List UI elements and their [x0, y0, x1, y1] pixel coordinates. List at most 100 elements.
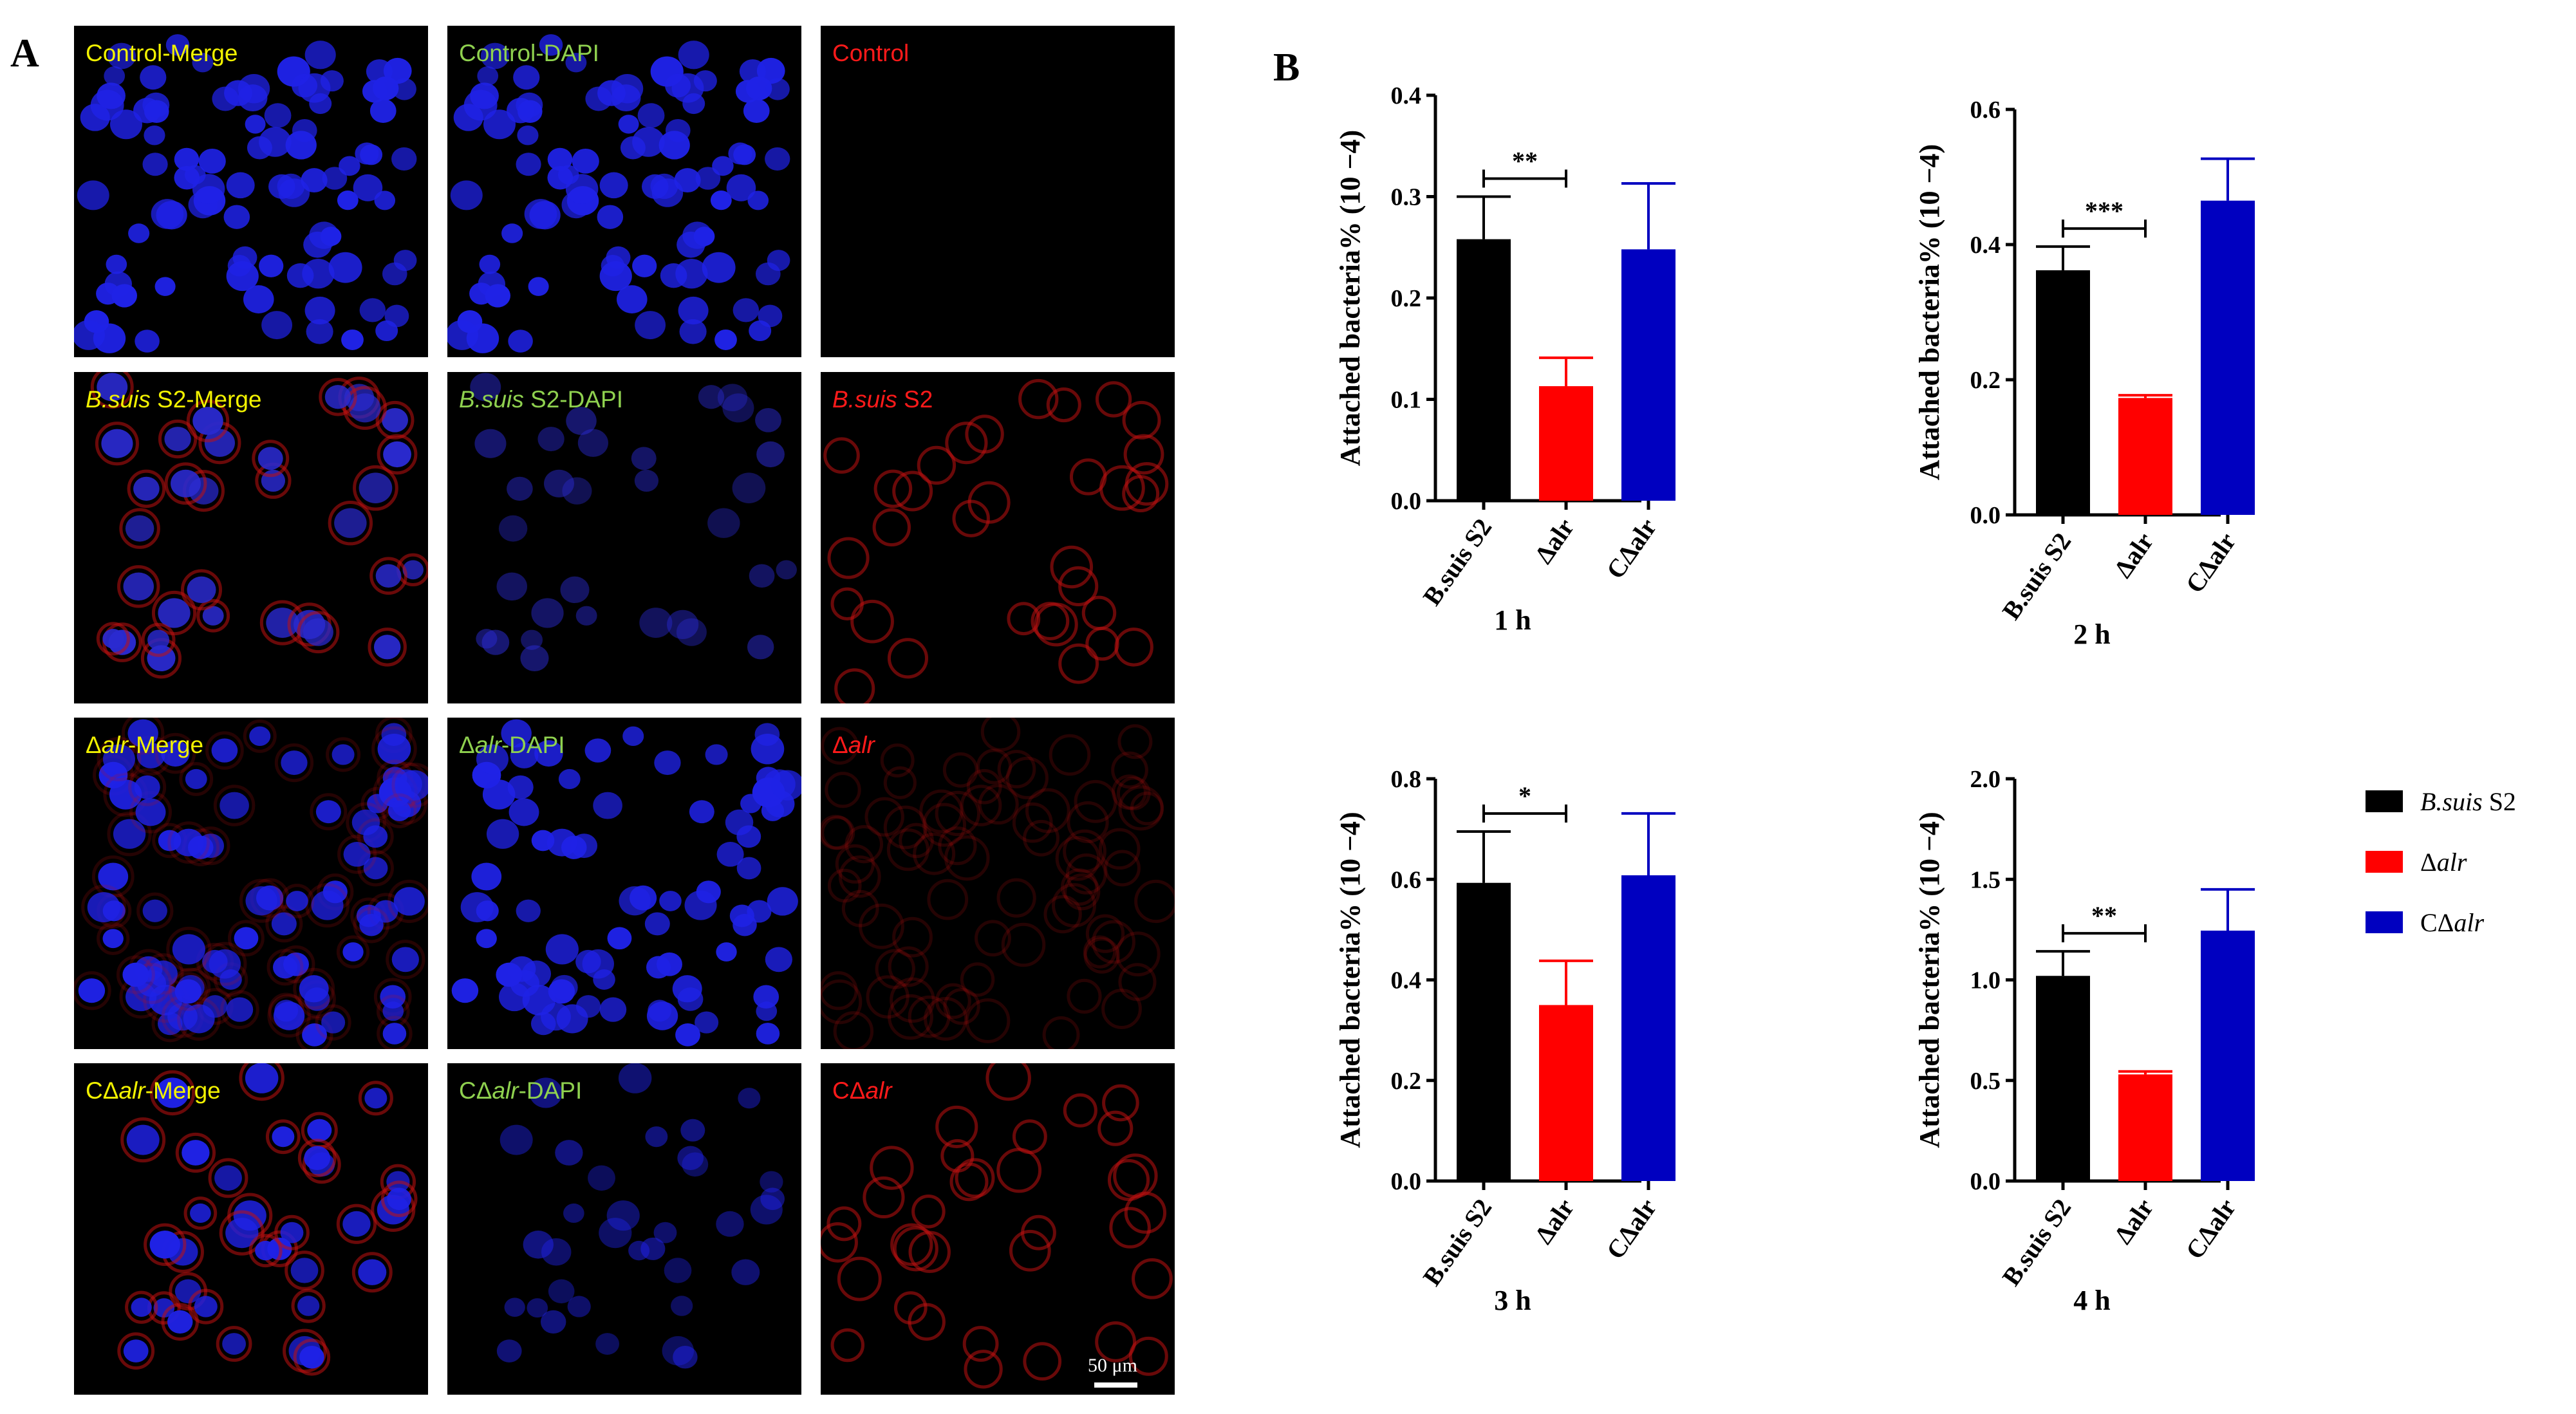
bar-2 [2201, 930, 2255, 1181]
bacteria-signal [965, 998, 1011, 1043]
nucleus [516, 92, 543, 118]
nucleus [142, 92, 170, 118]
bacteria-signal [892, 470, 933, 512]
nucleus [664, 1258, 692, 1283]
nucleus [380, 985, 406, 1009]
nucleus [593, 792, 622, 819]
y-axis-label: Attached bacteria% (10 −4) [1334, 130, 1366, 466]
nucleus [460, 892, 494, 923]
bacteria-signal [908, 995, 951, 1038]
nucleus [202, 606, 224, 626]
nucleus [331, 744, 355, 765]
bar-0 [1457, 882, 1511, 1181]
label-text: S2-Merge [150, 386, 262, 413]
bacteria-signal [944, 835, 990, 881]
nucleus [588, 1165, 615, 1191]
nucleus [341, 329, 364, 350]
legend-swatch-0 [2366, 790, 2403, 812]
bacteria-signal [239, 879, 284, 923]
nucleus [675, 1023, 700, 1047]
bacteria-signal [274, 743, 314, 783]
nucleus [74, 320, 105, 350]
nucleus [760, 1171, 783, 1193]
nucleus [238, 84, 268, 112]
bacteria-signal [74, 971, 111, 1010]
nucleus [671, 1296, 693, 1316]
bacteria-signal [1063, 1093, 1097, 1128]
bacteria-signal [980, 718, 1021, 752]
label-italic: B.suis [86, 386, 151, 413]
nucleus [765, 78, 790, 100]
bacteria-signal [821, 971, 858, 1010]
bacteria-signal [960, 785, 1002, 826]
bacteria-signal [996, 878, 1036, 918]
bacteria-signal [1118, 785, 1164, 831]
nucleus [546, 828, 577, 857]
label-text: CΔ [2420, 908, 2454, 937]
bacteria-signal [213, 785, 256, 826]
nucleus [496, 572, 527, 601]
nucleus [391, 147, 417, 171]
bacteria-signal [1098, 828, 1141, 870]
bacteria-signal [166, 926, 212, 972]
nucleus [673, 1345, 698, 1369]
bacteria-signal [1046, 387, 1081, 423]
bar-1 [2118, 1074, 2172, 1181]
y-axis-label: Attached bacteria% (10 −4) [1914, 144, 1945, 480]
bacteria-signal [196, 599, 230, 633]
bacteria-signal [935, 983, 971, 1019]
bacteria-signal [1085, 627, 1119, 661]
nucleus [281, 750, 308, 776]
nucleus [677, 1146, 704, 1171]
nucleus [225, 1218, 259, 1249]
nucleus [476, 929, 497, 949]
micrograph-dapi-row-1: B.suis S2-DAPI [447, 372, 801, 703]
label-text: Δ [2420, 848, 2437, 877]
nucleus [767, 887, 798, 916]
bacteria-signal [893, 1226, 938, 1272]
nucleus [306, 319, 333, 344]
bacteria-signal [141, 622, 176, 657]
y-tick-label: 0.2 [1391, 1068, 1422, 1095]
nucleus [547, 147, 573, 171]
legend-label-2: CΔalr [2420, 907, 2484, 938]
legend-label-1: Δalr [2420, 847, 2467, 877]
nucleus [382, 1023, 407, 1045]
nucleus [106, 254, 127, 274]
y-tick-label: 1.0 [1970, 967, 2001, 994]
bacteria-signal [353, 906, 390, 944]
nucleus [545, 934, 579, 965]
nucleus [451, 978, 479, 1003]
nucleus [343, 842, 371, 867]
nucleus [342, 1211, 371, 1237]
bacteria-signal [875, 949, 915, 989]
nucleus [618, 115, 639, 134]
bacteria-signal [978, 784, 1019, 825]
nucleus [575, 606, 597, 626]
chart-title: 2 h [2073, 619, 2110, 650]
nucleus [510, 742, 539, 768]
nucleus [606, 1200, 640, 1231]
nucleus [349, 393, 381, 423]
nucleus [364, 1088, 387, 1109]
nucleus [599, 1218, 632, 1249]
nucleus [174, 1279, 201, 1304]
nucleus [453, 104, 483, 131]
bacteria-signal [149, 1070, 196, 1116]
nucleus [749, 320, 772, 342]
bacteria-signal [1063, 829, 1106, 873]
nucleus [634, 469, 659, 492]
nucleus [620, 136, 646, 160]
nucleus [632, 254, 657, 277]
nucleus [482, 779, 516, 810]
nucleus [520, 645, 549, 672]
nucleus [382, 1001, 404, 1021]
bacteria-signal [252, 440, 290, 478]
nucleus [548, 979, 575, 1004]
bacteria-signal [908, 1231, 951, 1273]
bacteria-signal [830, 1328, 865, 1363]
nucleus [597, 205, 624, 229]
nucleus [382, 407, 408, 433]
nucleus [476, 744, 509, 774]
bacteria-signal [985, 1063, 1031, 1101]
